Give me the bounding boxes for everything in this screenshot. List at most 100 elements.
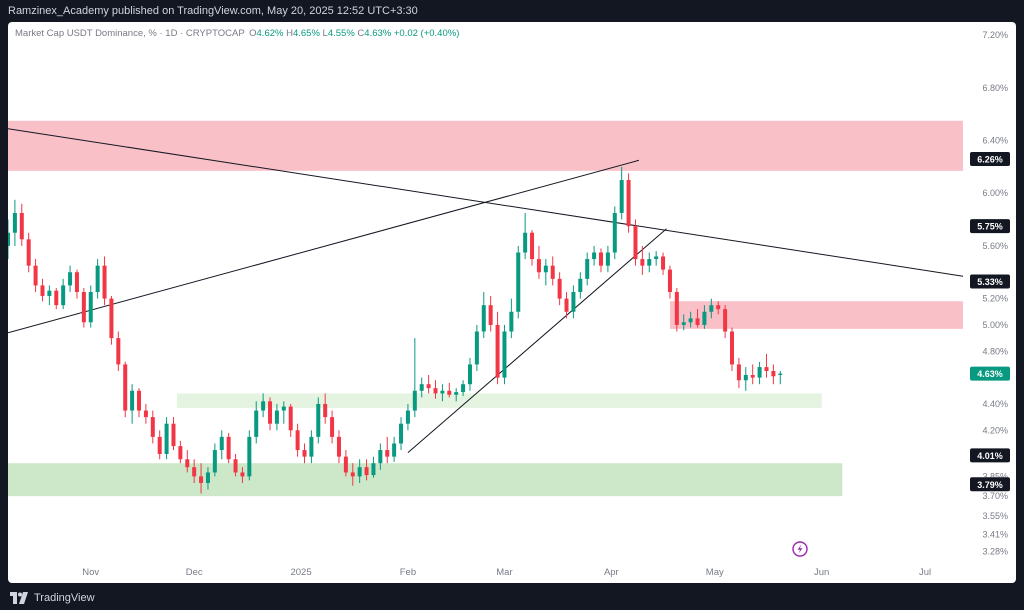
candle-body — [123, 364, 128, 411]
open-label: O — [249, 28, 257, 39]
candle-body — [357, 467, 362, 477]
candle-body — [578, 278, 583, 292]
candle-body — [261, 401, 266, 411]
candle — [219, 430, 224, 460]
candle — [274, 403, 279, 431]
close-value: 4.63% — [364, 28, 392, 39]
candle — [385, 436, 390, 464]
price-tag-box — [970, 366, 1010, 381]
y-tick-label: 7.20% — [982, 30, 1008, 40]
candle — [509, 298, 514, 339]
candle-body — [523, 232, 528, 253]
candlestick-chart[interactable]: 7.20% 6.80% 6.40% 6.00% 5.60% 5.20% 5.00% 4.80%… — [8, 22, 1016, 583]
candle — [330, 410, 335, 444]
candle — [116, 331, 121, 372]
candle-body — [399, 423, 404, 444]
price-tag-box — [970, 448, 1010, 463]
change-value: +0.02 (+0.40%) — [393, 28, 460, 39]
candle-body — [750, 374, 755, 378]
candle — [295, 423, 300, 457]
candle — [192, 459, 197, 483]
candle-body — [654, 256, 659, 260]
candle-body — [516, 252, 521, 312]
candle-body — [426, 384, 431, 389]
candle — [743, 367, 748, 391]
trendline-1 — [8, 159, 640, 334]
candle-body — [667, 269, 672, 292]
candle — [74, 269, 79, 299]
x-tick-label: 2025 — [290, 567, 311, 578]
candle — [171, 417, 176, 451]
candle-body — [481, 305, 486, 332]
candle — [123, 361, 128, 418]
candle — [626, 173, 631, 233]
candle — [778, 371, 783, 385]
zone-support-3 — [8, 463, 843, 497]
candle-body — [157, 436, 162, 454]
candle-body — [102, 265, 107, 299]
candle — [543, 259, 548, 286]
candle — [516, 245, 521, 319]
y-tick-label: 4.20% — [982, 425, 1008, 435]
price-tags-layer: 6.26% 5.75% 5.33% 4.63% 4.01% 3.79% — [970, 151, 1010, 492]
price-tag-label: 5.33% — [977, 277, 1003, 287]
candle-body — [695, 318, 700, 325]
candle-body — [219, 436, 224, 451]
price-tag: 5.33% — [970, 274, 1010, 289]
candle-body — [316, 403, 321, 437]
candle-body — [12, 212, 17, 233]
candle-body — [19, 212, 24, 240]
candle-body — [68, 272, 73, 286]
candle-body — [233, 459, 238, 473]
candle — [68, 265, 73, 292]
candle-body — [764, 367, 769, 372]
candle-body — [709, 305, 714, 312]
x-tick-label: Mar — [496, 567, 512, 578]
candle-body — [405, 410, 410, 424]
candle — [674, 288, 679, 332]
candle — [47, 285, 52, 306]
candle — [681, 314, 686, 331]
tradingview-brand[interactable]: TradingView — [34, 592, 95, 604]
candle-body — [26, 239, 31, 266]
y-tick-label: 4.80% — [982, 346, 1008, 356]
candle-body — [378, 450, 383, 464]
x-tick-label: Nov — [82, 567, 99, 578]
candle-body — [336, 436, 341, 457]
candle — [695, 309, 700, 328]
candle — [268, 397, 273, 431]
candle-body — [137, 390, 142, 411]
candle — [467, 357, 472, 391]
candle — [723, 305, 728, 339]
candle — [378, 443, 383, 470]
candle-body — [557, 278, 562, 299]
candle — [564, 292, 569, 319]
candle — [302, 443, 307, 464]
candle — [350, 463, 355, 486]
candle — [488, 295, 493, 332]
candle — [343, 450, 348, 477]
candle — [316, 397, 321, 444]
candle — [481, 292, 486, 339]
x-tick-label: Dec — [186, 567, 203, 578]
candle — [54, 288, 59, 310]
candle — [592, 245, 597, 266]
x-tick-label: Jul — [919, 567, 931, 578]
candle-body — [323, 403, 328, 418]
candle — [585, 252, 590, 286]
x-tick-label: May — [706, 567, 724, 578]
price-tag: 4.63% — [970, 366, 1010, 381]
price-tag-label: 3.79% — [977, 480, 1003, 490]
candle-body — [619, 180, 624, 213]
lightning-icon[interactable] — [792, 541, 808, 557]
candle-body — [88, 292, 93, 323]
candle — [661, 252, 666, 275]
candle — [536, 245, 541, 279]
chart-pane[interactable]: 7.20% 6.80% 6.40% 6.00% 5.60% 5.20% 5.00% 4.80%… — [8, 22, 1016, 583]
candle — [702, 305, 707, 329]
price-tag: 6.26% — [970, 151, 1010, 166]
candle — [364, 459, 369, 481]
y-tick-label: 3.41% — [982, 529, 1008, 539]
candle-body — [461, 384, 466, 393]
tradingview-logo-icon[interactable] — [10, 592, 28, 604]
